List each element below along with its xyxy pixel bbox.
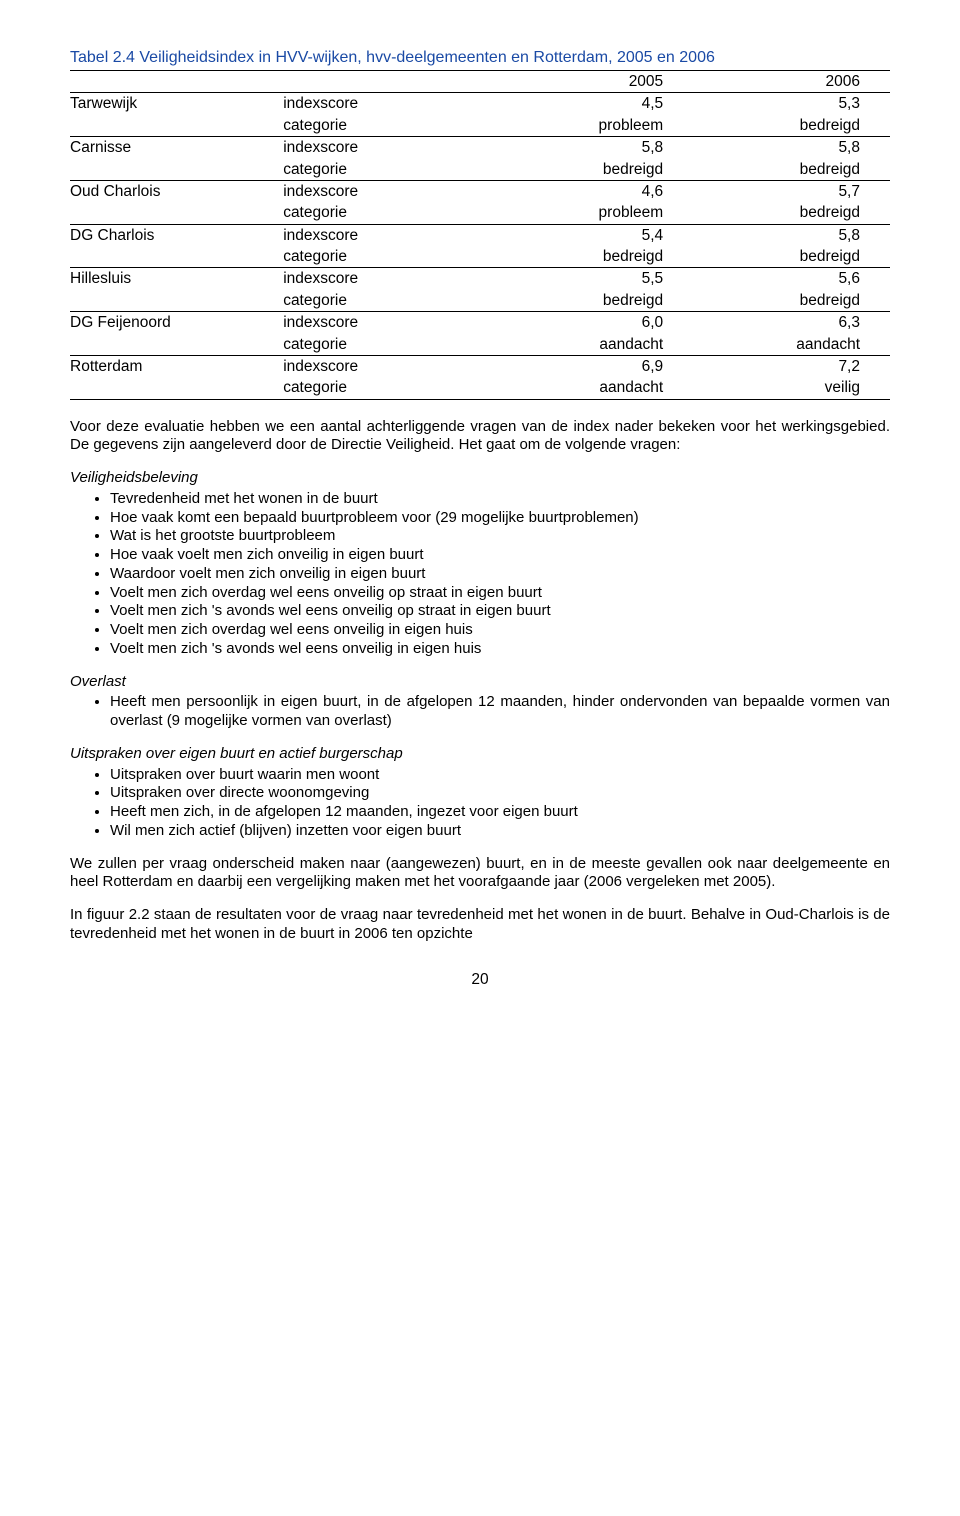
type-cell: categorie <box>283 334 496 356</box>
value-2005-cell: 6,0 <box>496 312 693 334</box>
type-cell: indexscore <box>283 180 496 202</box>
area-cell <box>70 290 283 312</box>
value-2006-cell: bedreigd <box>693 115 890 137</box>
table-row: DG Charloisindexscore5,45,8 <box>70 224 890 246</box>
type-cell: categorie <box>283 202 496 224</box>
value-2006-cell: 5,7 <box>693 180 890 202</box>
table-row: DG Feijenoordindexscore6,06,3 <box>70 312 890 334</box>
list-item: Uitspraken over buurt waarin men woont <box>110 766 890 785</box>
paragraph-2: We zullen per vraag onderscheid maken na… <box>70 855 890 893</box>
list-item: Hoe vaak komt een bepaald buurtprobleem … <box>110 509 890 528</box>
list-uitspraken: Uitspraken over buurt waarin men woontUi… <box>70 766 890 841</box>
area-cell <box>70 202 283 224</box>
value-2006-cell: 5,8 <box>693 224 890 246</box>
type-cell: categorie <box>283 377 496 399</box>
list-item: Heeft men zich, in de afgelopen 12 maand… <box>110 803 890 822</box>
value-2005-cell: 6,9 <box>496 355 693 377</box>
value-2005-cell: 5,4 <box>496 224 693 246</box>
type-cell: indexscore <box>283 224 496 246</box>
area-cell: Oud Charlois <box>70 180 283 202</box>
section-head-2: Overlast <box>70 673 890 692</box>
value-2005-cell: 5,8 <box>496 137 693 159</box>
type-cell: indexscore <box>283 268 496 290</box>
table-row: Tarwewijkindexscore4,55,3 <box>70 93 890 115</box>
table-row: Carnisseindexscore5,85,8 <box>70 137 890 159</box>
list-item: Waardoor voelt men zich onveilig in eige… <box>110 565 890 584</box>
table-row: categorieprobleembedreigd <box>70 202 890 224</box>
type-cell: indexscore <box>283 137 496 159</box>
value-2006-cell: 5,8 <box>693 137 890 159</box>
table-row: categorieaandachtaandacht <box>70 334 890 356</box>
type-cell: categorie <box>283 290 496 312</box>
list-item: Wil men zich actief (blijven) inzetten v… <box>110 822 890 841</box>
type-cell: indexscore <box>283 355 496 377</box>
section-head-1: Veiligheidsbeleving <box>70 469 890 488</box>
table-row: categoriebedreigdbedreigd <box>70 290 890 312</box>
area-cell <box>70 246 283 268</box>
list-item: Voelt men zich 's avonds wel eens onveil… <box>110 640 890 659</box>
table-row: categorieaandachtveilig <box>70 377 890 399</box>
area-cell <box>70 159 283 181</box>
list-item: Heeft men persoonlijk in eigen buurt, in… <box>110 693 890 731</box>
value-2006-cell: bedreigd <box>693 290 890 312</box>
value-2005-cell: 4,5 <box>496 93 693 115</box>
list-item: Tevredenheid met het wonen in de buurt <box>110 490 890 509</box>
list-veiligheidsbeleving: Tevredenheid met het wonen in de buurtHo… <box>70 490 890 659</box>
value-2005-cell: bedreigd <box>496 290 693 312</box>
type-cell: categorie <box>283 115 496 137</box>
intro-paragraph: Voor deze evaluatie hebben we een aantal… <box>70 418 890 456</box>
table-title: Tabel 2.4 Veiligheidsindex in HVV-wijken… <box>70 48 890 68</box>
area-cell <box>70 377 283 399</box>
col-header-2005: 2005 <box>496 71 693 93</box>
value-2005-cell: probleem <box>496 115 693 137</box>
value-2005-cell: aandacht <box>496 377 693 399</box>
table-row: categoriebedreigdbedreigd <box>70 159 890 181</box>
table-row: Rotterdamindexscore6,97,2 <box>70 355 890 377</box>
value-2006-cell: 6,3 <box>693 312 890 334</box>
table-row: categorieprobleembedreigd <box>70 115 890 137</box>
paragraph-3: In figuur 2.2 staan de resultaten voor d… <box>70 906 890 944</box>
value-2006-cell: veilig <box>693 377 890 399</box>
table-row: Hillesluisindexscore5,55,6 <box>70 268 890 290</box>
value-2005-cell: bedreigd <box>496 246 693 268</box>
area-cell <box>70 115 283 137</box>
table-row: categoriebedreigdbedreigd <box>70 246 890 268</box>
type-cell: indexscore <box>283 93 496 115</box>
area-cell: DG Charlois <box>70 224 283 246</box>
value-2006-cell: 5,6 <box>693 268 890 290</box>
section-head-3: Uitspraken over eigen buurt en actief bu… <box>70 745 890 764</box>
area-cell: Tarwewijk <box>70 93 283 115</box>
value-2005-cell: 4,6 <box>496 180 693 202</box>
value-2006-cell: bedreigd <box>693 246 890 268</box>
list-item: Voelt men zich overdag wel eens onveilig… <box>110 621 890 640</box>
area-cell: Rotterdam <box>70 355 283 377</box>
type-cell: indexscore <box>283 312 496 334</box>
value-2005-cell: probleem <box>496 202 693 224</box>
list-item: Wat is het grootste buurtprobleem <box>110 527 890 546</box>
area-cell: Hillesluis <box>70 268 283 290</box>
area-cell: DG Feijenoord <box>70 312 283 334</box>
area-cell <box>70 334 283 356</box>
value-2006-cell: 7,2 <box>693 355 890 377</box>
value-2006-cell: bedreigd <box>693 159 890 181</box>
table-row: Oud Charloisindexscore4,65,7 <box>70 180 890 202</box>
col-header-2006: 2006 <box>693 71 890 93</box>
area-cell: Carnisse <box>70 137 283 159</box>
value-2005-cell: aandacht <box>496 334 693 356</box>
value-2005-cell: bedreigd <box>496 159 693 181</box>
value-2006-cell: 5,3 <box>693 93 890 115</box>
type-cell: categorie <box>283 246 496 268</box>
list-overlast: Heeft men persoonlijk in eigen buurt, in… <box>70 693 890 731</box>
page-number: 20 <box>70 970 890 989</box>
value-2006-cell: aandacht <box>693 334 890 356</box>
list-item: Voelt men zich overdag wel eens onveilig… <box>110 584 890 603</box>
safety-index-table: 2005 2006 Tarwewijkindexscore4,55,3categ… <box>70 70 890 400</box>
list-item: Uitspraken over directe woonomgeving <box>110 784 890 803</box>
value-2006-cell: bedreigd <box>693 202 890 224</box>
value-2005-cell: 5,5 <box>496 268 693 290</box>
list-item: Voelt men zich 's avonds wel eens onveil… <box>110 602 890 621</box>
list-item: Hoe vaak voelt men zich onveilig in eige… <box>110 546 890 565</box>
type-cell: categorie <box>283 159 496 181</box>
